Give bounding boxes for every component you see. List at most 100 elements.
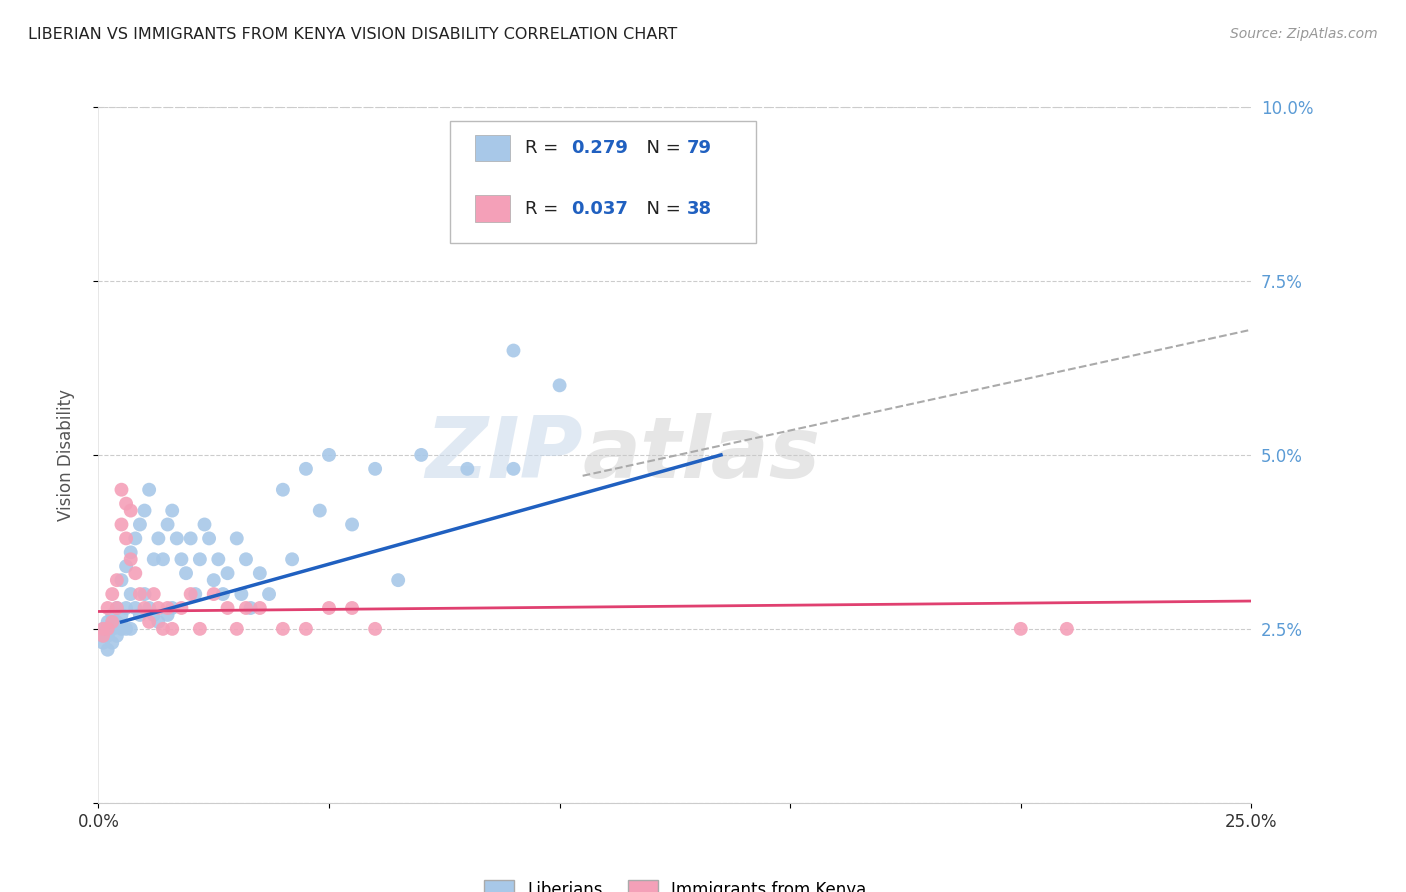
Point <box>188 552 211 566</box>
Point <box>387 573 409 587</box>
Point <box>160 601 183 615</box>
Point <box>170 601 193 615</box>
Point <box>166 532 188 546</box>
Point <box>152 552 174 566</box>
Point <box>1010 622 1032 636</box>
Point <box>97 615 120 629</box>
Point <box>105 573 128 587</box>
Point <box>714 197 737 211</box>
Point <box>101 607 124 622</box>
Point <box>129 517 152 532</box>
Point <box>129 607 152 622</box>
Text: N =: N = <box>634 200 686 218</box>
Point <box>271 483 294 497</box>
Text: 79: 79 <box>686 139 711 157</box>
Point <box>295 462 318 476</box>
Legend: Liberians, Immigrants from Kenya: Liberians, Immigrants from Kenya <box>477 874 873 892</box>
Point <box>124 566 146 581</box>
Point <box>295 622 318 636</box>
Point <box>411 448 433 462</box>
Point <box>641 169 664 184</box>
Point <box>97 601 120 615</box>
Point <box>110 483 132 497</box>
Point <box>225 622 247 636</box>
Point <box>235 601 257 615</box>
Point <box>91 629 114 643</box>
Point <box>225 532 247 546</box>
Point <box>148 615 170 629</box>
Point <box>101 622 124 636</box>
Y-axis label: Vision Disability: Vision Disability <box>56 389 75 521</box>
Point <box>308 503 330 517</box>
Point <box>548 378 571 392</box>
Point <box>212 587 235 601</box>
Point <box>134 587 156 601</box>
Point <box>110 517 132 532</box>
Point <box>180 532 202 546</box>
Point <box>281 552 304 566</box>
Text: LIBERIAN VS IMMIGRANTS FROM KENYA VISION DISABILITY CORRELATION CHART: LIBERIAN VS IMMIGRANTS FROM KENYA VISION… <box>28 27 678 42</box>
Point <box>184 587 207 601</box>
Point <box>174 566 197 581</box>
FancyBboxPatch shape <box>475 135 510 161</box>
Point <box>456 462 478 476</box>
Point <box>110 622 132 636</box>
Point <box>91 622 114 636</box>
Point <box>231 587 253 601</box>
Point <box>318 448 340 462</box>
Point <box>138 601 160 615</box>
Point <box>595 190 617 204</box>
Point <box>124 532 146 546</box>
Point <box>664 184 686 198</box>
Point <box>217 566 239 581</box>
Point <box>686 197 709 211</box>
Point <box>502 343 524 358</box>
Point <box>101 587 124 601</box>
Point <box>142 552 165 566</box>
Point <box>105 615 128 629</box>
Point <box>148 532 170 546</box>
Point <box>142 587 165 601</box>
FancyBboxPatch shape <box>450 121 755 243</box>
Text: 0.037: 0.037 <box>571 200 628 218</box>
Point <box>502 462 524 476</box>
Point <box>696 204 718 219</box>
Point <box>115 622 138 636</box>
Point <box>115 559 138 574</box>
Text: ZIP: ZIP <box>425 413 582 497</box>
Point <box>97 622 120 636</box>
Point <box>115 532 138 546</box>
Point <box>193 517 215 532</box>
Point <box>101 615 124 629</box>
Point <box>217 601 239 615</box>
Point <box>152 622 174 636</box>
Point <box>97 629 120 643</box>
Point <box>160 622 183 636</box>
Point <box>120 503 142 517</box>
Point <box>124 601 146 615</box>
Point <box>138 483 160 497</box>
Point <box>134 503 156 517</box>
Text: R =: R = <box>524 139 564 157</box>
Text: Source: ZipAtlas.com: Source: ZipAtlas.com <box>1230 27 1378 41</box>
Point <box>207 552 229 566</box>
Point <box>105 601 128 615</box>
Point <box>160 503 183 517</box>
Point <box>148 601 170 615</box>
Point <box>120 552 142 566</box>
Point <box>180 587 202 601</box>
Point <box>340 517 363 532</box>
Point <box>1056 622 1078 636</box>
Point <box>110 573 132 587</box>
FancyBboxPatch shape <box>475 195 510 222</box>
Point <box>678 190 700 204</box>
Point <box>202 573 225 587</box>
Point <box>170 552 193 566</box>
Point <box>115 601 138 615</box>
Text: 38: 38 <box>686 200 711 218</box>
Point <box>364 462 387 476</box>
Point <box>138 615 160 629</box>
Text: 0.279: 0.279 <box>571 139 628 157</box>
Point <box>129 587 152 601</box>
Point <box>105 601 128 615</box>
